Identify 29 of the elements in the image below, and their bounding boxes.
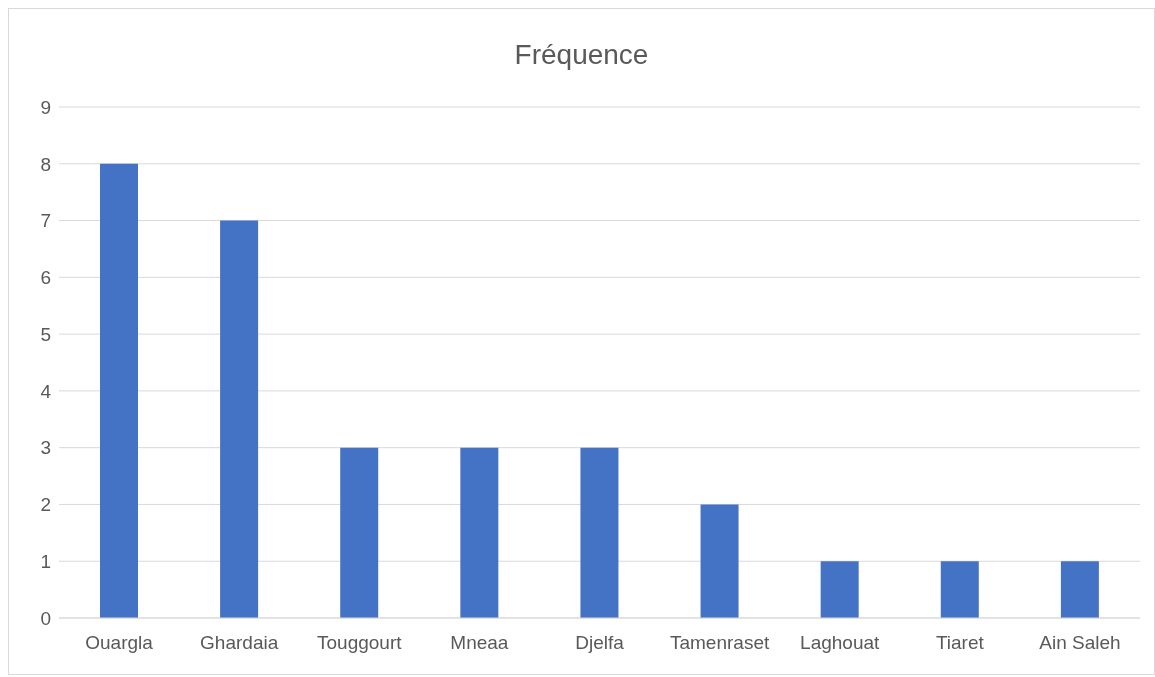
x-tick-label: Tiaret bbox=[935, 632, 985, 654]
bar bbox=[460, 447, 499, 618]
x-tick-label: Ouargla bbox=[85, 632, 154, 654]
bar bbox=[820, 561, 859, 618]
y-tick-label: 0 bbox=[40, 607, 51, 629]
y-tick-label: 4 bbox=[40, 380, 52, 402]
x-tick-label: Laghouat bbox=[800, 632, 881, 654]
bar bbox=[100, 163, 138, 618]
x-tick-label: Tamenraset bbox=[669, 632, 770, 654]
bar bbox=[940, 561, 979, 618]
bar bbox=[1060, 561, 1099, 618]
bar bbox=[340, 447, 379, 618]
bar bbox=[700, 504, 739, 618]
x-tick-label: Ghardaia bbox=[200, 632, 279, 654]
x-tick-label: Touggourt bbox=[317, 632, 403, 654]
x-tick-label: Ain Saleh bbox=[1039, 632, 1121, 654]
y-tick-label: 9 bbox=[40, 96, 51, 118]
y-tick-label: 1 bbox=[40, 550, 51, 572]
bar bbox=[220, 220, 259, 618]
x-tick-label: Djelfa bbox=[575, 632, 625, 654]
y-tick-label: 8 bbox=[40, 153, 51, 175]
y-tick-label: 3 bbox=[40, 437, 51, 459]
x-tick-label: Mneaa bbox=[450, 632, 509, 654]
chart-title: Fréquence bbox=[513, 39, 650, 71]
y-tick-label: 2 bbox=[40, 494, 51, 516]
bar bbox=[580, 447, 619, 618]
y-tick-label: 6 bbox=[40, 267, 51, 289]
y-tick-label: 7 bbox=[40, 210, 51, 232]
y-tick-label: 5 bbox=[40, 323, 51, 345]
